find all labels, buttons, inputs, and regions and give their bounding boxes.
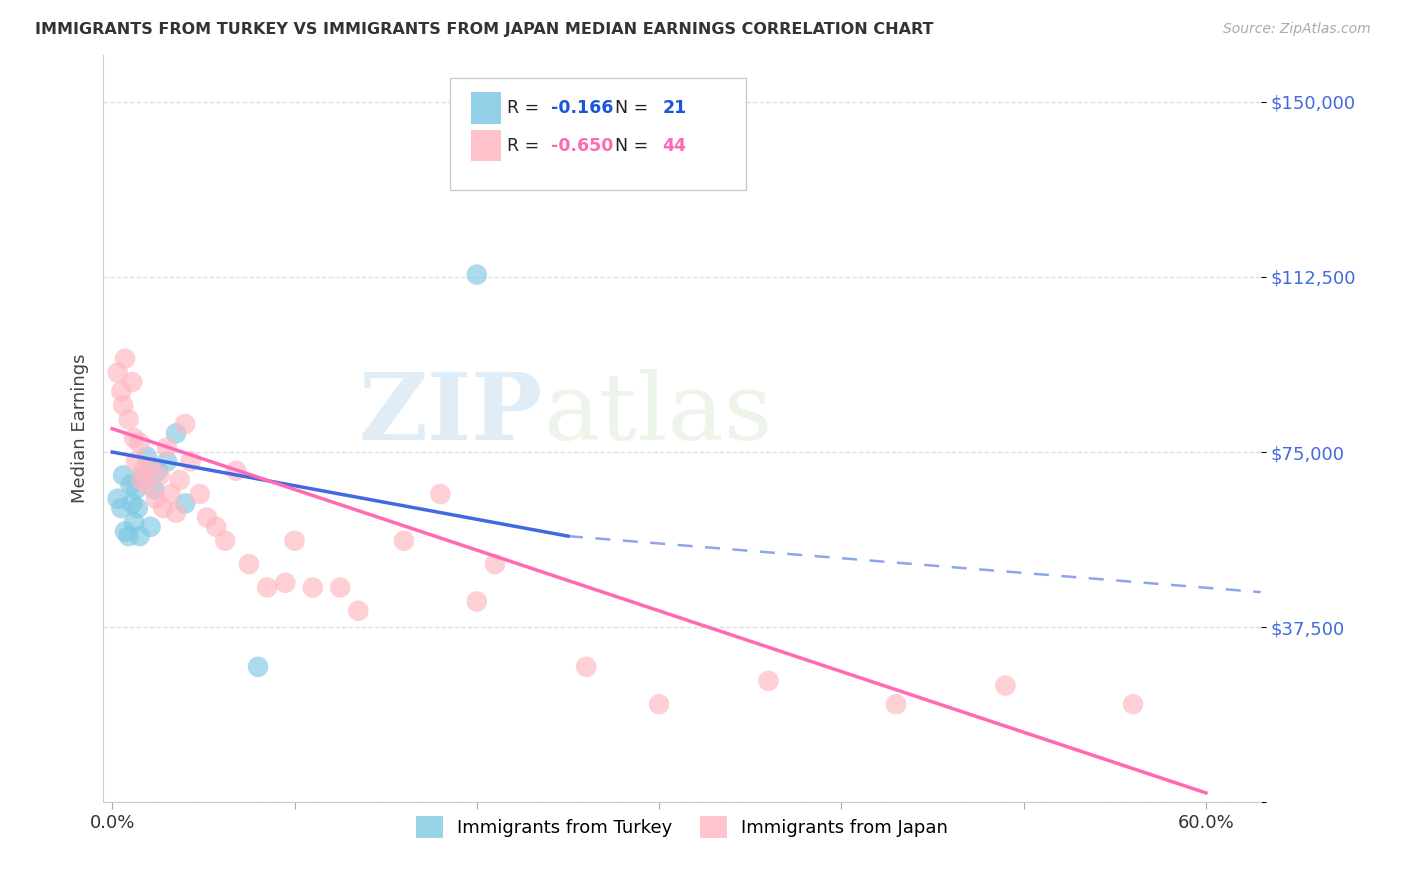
Point (180, 454, 202, 468)
Text: atlas: atlas (543, 368, 772, 458)
Legend: Immigrants from Turkey, Immigrants from Japan: Immigrants from Turkey, Immigrants from … (409, 809, 955, 846)
Point (149, 468, 172, 483)
Text: IMMIGRANTS FROM TURKEY VS IMMIGRANTS FROM JAPAN MEDIAN EARNINGS CORRELATION CHAR: IMMIGRANTS FROM TURKEY VS IMMIGRANTS FRO… (35, 22, 934, 37)
FancyBboxPatch shape (450, 78, 745, 190)
Y-axis label: Median Earnings: Median Earnings (72, 354, 89, 503)
Point (174, 417, 197, 431)
Point (128, 435, 150, 450)
Point (146, 464, 169, 478)
Point (169, 473, 191, 487)
Point (225, 464, 247, 478)
Point (114, 524, 136, 539)
Point (165, 506, 187, 520)
Point (132, 464, 155, 478)
Point (121, 496, 143, 510)
Text: N =: N = (605, 136, 654, 154)
Point (156, 441, 179, 455)
Point (347, 604, 370, 618)
Point (112, 468, 135, 483)
Point (112, 398, 135, 412)
Point (121, 375, 143, 389)
Point (125, 454, 148, 468)
Point (135, 450, 157, 464)
Point (122, 431, 145, 445)
Point (195, 510, 218, 524)
Point (994, 679, 1017, 693)
Text: 44: 44 (662, 136, 686, 154)
Text: -0.166: -0.166 (551, 99, 613, 117)
Point (329, 581, 352, 595)
Point (132, 468, 155, 483)
Text: N =: N = (605, 99, 654, 117)
Point (256, 581, 278, 595)
Point (120, 477, 142, 491)
Point (143, 483, 166, 497)
Point (128, 529, 150, 543)
Point (139, 520, 162, 534)
Point (122, 515, 145, 529)
Point (884, 697, 907, 711)
Text: R =: R = (508, 136, 546, 154)
Text: Source: ZipAtlas.com: Source: ZipAtlas.com (1223, 22, 1371, 37)
Text: 21: 21 (662, 99, 686, 117)
Point (131, 473, 153, 487)
Point (107, 491, 129, 506)
Point (174, 496, 197, 510)
Point (139, 458, 162, 473)
Point (188, 487, 211, 501)
Point (465, 268, 488, 282)
Text: -0.650: -0.650 (551, 136, 613, 154)
Point (274, 575, 297, 590)
Point (125, 483, 148, 497)
Point (152, 501, 174, 516)
Point (575, 660, 598, 674)
Point (145, 491, 167, 506)
Point (110, 384, 132, 399)
Point (127, 501, 149, 516)
Point (465, 594, 488, 608)
Point (301, 581, 323, 595)
Point (159, 487, 181, 501)
Point (238, 557, 260, 571)
Point (114, 351, 136, 366)
Text: ZIP: ZIP (359, 368, 543, 458)
Point (205, 520, 228, 534)
Point (247, 660, 270, 674)
Point (758, 673, 780, 688)
Point (135, 477, 157, 491)
Point (117, 412, 139, 426)
Point (484, 557, 506, 571)
Text: R =: R = (508, 99, 546, 117)
Point (392, 533, 415, 548)
Point (648, 697, 671, 711)
FancyBboxPatch shape (471, 130, 502, 161)
Point (117, 529, 139, 543)
Point (156, 454, 179, 468)
Point (429, 487, 451, 501)
Point (1122, 697, 1144, 711)
Point (283, 533, 305, 548)
FancyBboxPatch shape (471, 93, 502, 124)
Point (107, 366, 129, 380)
Point (214, 533, 236, 548)
Point (165, 426, 187, 441)
Point (110, 501, 132, 516)
